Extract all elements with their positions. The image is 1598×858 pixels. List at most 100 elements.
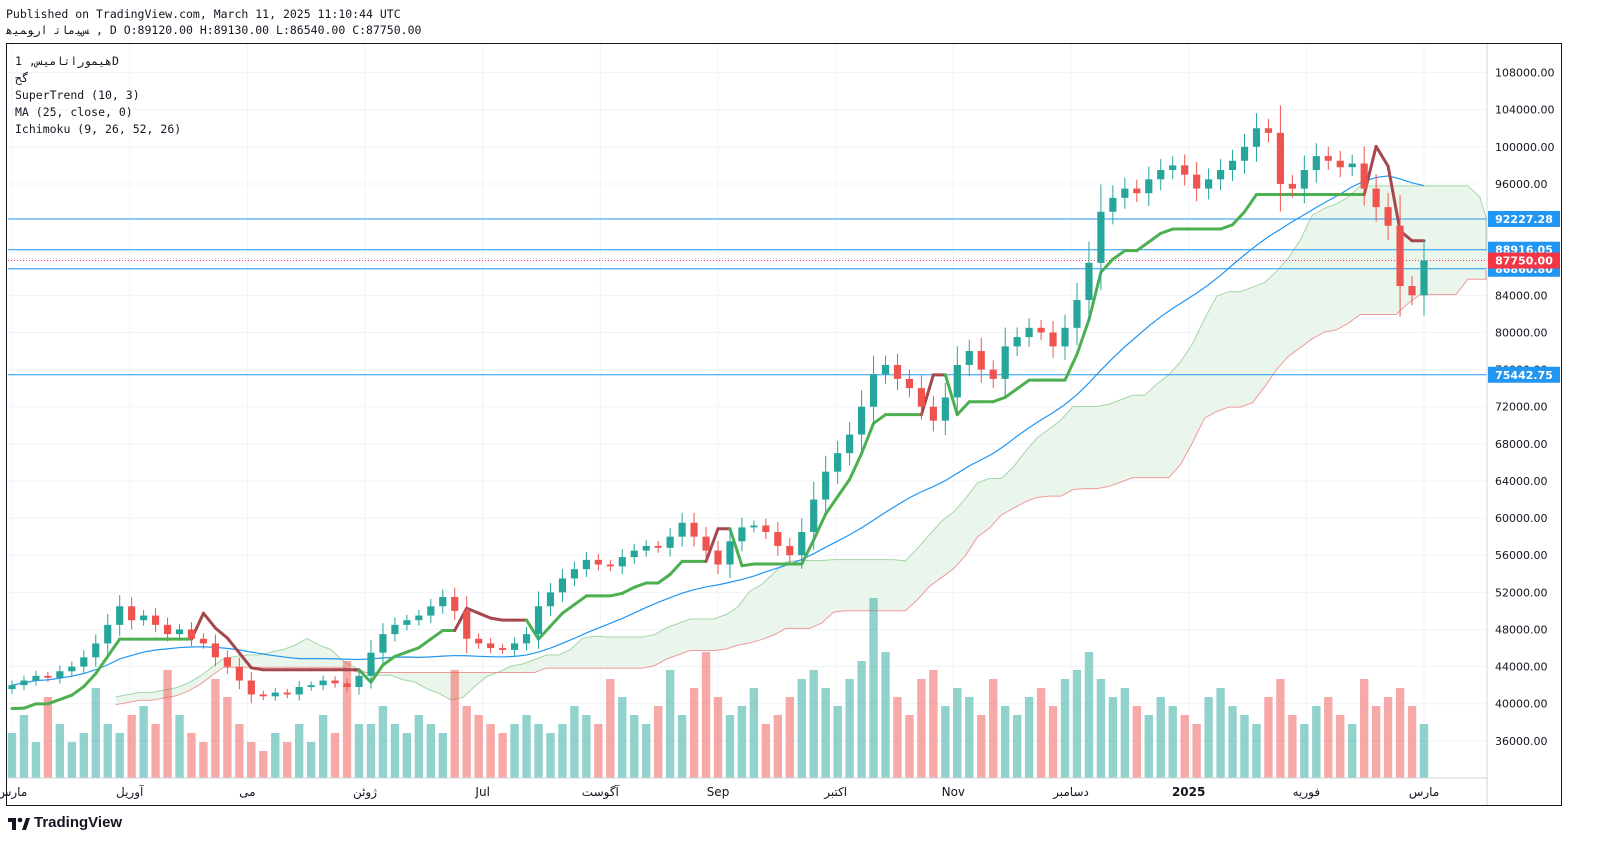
candle-body (1372, 188, 1380, 208)
volume-bar (1156, 697, 1165, 778)
candle-body (1181, 165, 1189, 175)
supertrend-segment (1219, 223, 1235, 231)
supertrend-segment (1087, 270, 1103, 322)
candle-body (917, 388, 926, 407)
candle-body (56, 671, 64, 678)
candle-body (8, 685, 16, 690)
candle-body (953, 364, 961, 398)
candle-body (1157, 170, 1165, 180)
volume-bar (905, 715, 914, 778)
volume-bar (953, 688, 962, 778)
volume-bar (1276, 679, 1285, 778)
candle-body (1420, 260, 1428, 296)
candle-body (140, 615, 148, 621)
price-label: 75442.75 (1495, 369, 1553, 382)
supertrend-segment (620, 585, 636, 595)
supertrend-segment (824, 495, 840, 516)
candle-body (1408, 286, 1416, 296)
legend-symbol[interactable]: ﻫﯿﻤﻮﺭﺍﺗﺎﻣﯿﺲ, 1D (15, 54, 119, 68)
volume-bar (725, 715, 735, 778)
supertrend-segment (1003, 387, 1019, 399)
published-line: Published on TradingView.com, March 11, … (6, 7, 401, 21)
volume-bar (773, 715, 783, 778)
supertrend-segment (537, 624, 552, 641)
supertrend-segment (1159, 227, 1175, 235)
candle-body (1133, 188, 1141, 194)
volume-bar (55, 724, 65, 778)
y-tick-label: 40000.00 (1495, 698, 1548, 711)
grid (8, 44, 1486, 778)
volume-bar (450, 670, 459, 778)
supertrend-segment (848, 451, 864, 481)
candle-body (1288, 183, 1296, 189)
supertrend-segment (608, 591, 624, 598)
volume-bar (378, 706, 388, 778)
y-tick-label: 44000.00 (1495, 661, 1548, 674)
last-price-label: 87750.00 (1495, 255, 1553, 268)
supertrend-segment (465, 606, 481, 615)
volume-bar (1204, 697, 1213, 778)
supertrend-segment (560, 603, 576, 615)
x-tick-label: ﻣﺎﺭﺱ (1409, 785, 1440, 800)
price-label: 92227.28 (1495, 213, 1553, 226)
candle-body (20, 680, 28, 686)
price-label-bg (1488, 366, 1560, 383)
supertrend-segment (429, 628, 445, 641)
volume-bar (115, 733, 124, 778)
candle-body (546, 592, 555, 607)
volume-bar (1288, 715, 1297, 778)
candle-body (283, 692, 291, 695)
volume-bar (259, 751, 268, 778)
volume-bar (1240, 715, 1249, 778)
supertrend-segment (106, 637, 122, 658)
legend-ichimoku[interactable]: Ichimoku (9, 26, 52, 26) (15, 122, 182, 136)
candle-body (235, 666, 243, 681)
volume-bar (211, 679, 220, 778)
y-tick-label: 68000.00 (1495, 438, 1548, 451)
supertrend-segment (1099, 257, 1115, 274)
candle-body (822, 471, 830, 500)
volume-bar (1312, 706, 1321, 778)
volume-bar (606, 679, 615, 778)
volume-bar (199, 742, 208, 778)
x-tick-label: Jul (474, 785, 489, 799)
candle-body (1097, 211, 1105, 263)
volume-bar (1336, 715, 1345, 778)
volume-bar (462, 706, 471, 778)
x-tick-label: ﺁﻭﺭﯾﻞ (116, 784, 144, 800)
y-tick-label: 36000.00 (1495, 735, 1548, 748)
volume-bar (558, 724, 567, 778)
candle-body (367, 652, 375, 676)
supertrend-segment (201, 611, 217, 630)
candle-body (510, 643, 519, 650)
candle-body (319, 680, 327, 686)
candle-body (331, 680, 339, 684)
tradingview-logo[interactable]: TradingView (8, 814, 122, 831)
volume-bar (1419, 724, 1429, 778)
volume-bar (1036, 688, 1046, 778)
volume-bar (19, 715, 29, 778)
chart-frame[interactable] (6, 43, 1562, 806)
volume-bar (1012, 715, 1022, 778)
volume-bars (7, 598, 1429, 778)
supertrend-segment (82, 672, 98, 689)
legend-supertrend[interactable]: SuperTrend (10, 3) (15, 88, 140, 102)
volume-bar (91, 688, 100, 778)
candle-body (475, 638, 483, 644)
volume-bar (1216, 688, 1225, 778)
candle-body (1300, 170, 1308, 189)
volume-bar (1084, 652, 1094, 778)
volume-bar (402, 733, 412, 778)
candles (8, 105, 1428, 704)
candle-body (582, 559, 590, 570)
legend-ma[interactable]: MA (25, close, 0) (15, 105, 133, 119)
supertrend-segment (872, 413, 888, 425)
volume-bar (7, 733, 17, 778)
candle-body (881, 364, 890, 375)
price-label-bg (1488, 210, 1560, 227)
volume-bar (582, 715, 591, 778)
volume-bar (1108, 697, 1118, 778)
supertrend-segment (1063, 352, 1079, 382)
supertrend-segment (393, 650, 409, 658)
